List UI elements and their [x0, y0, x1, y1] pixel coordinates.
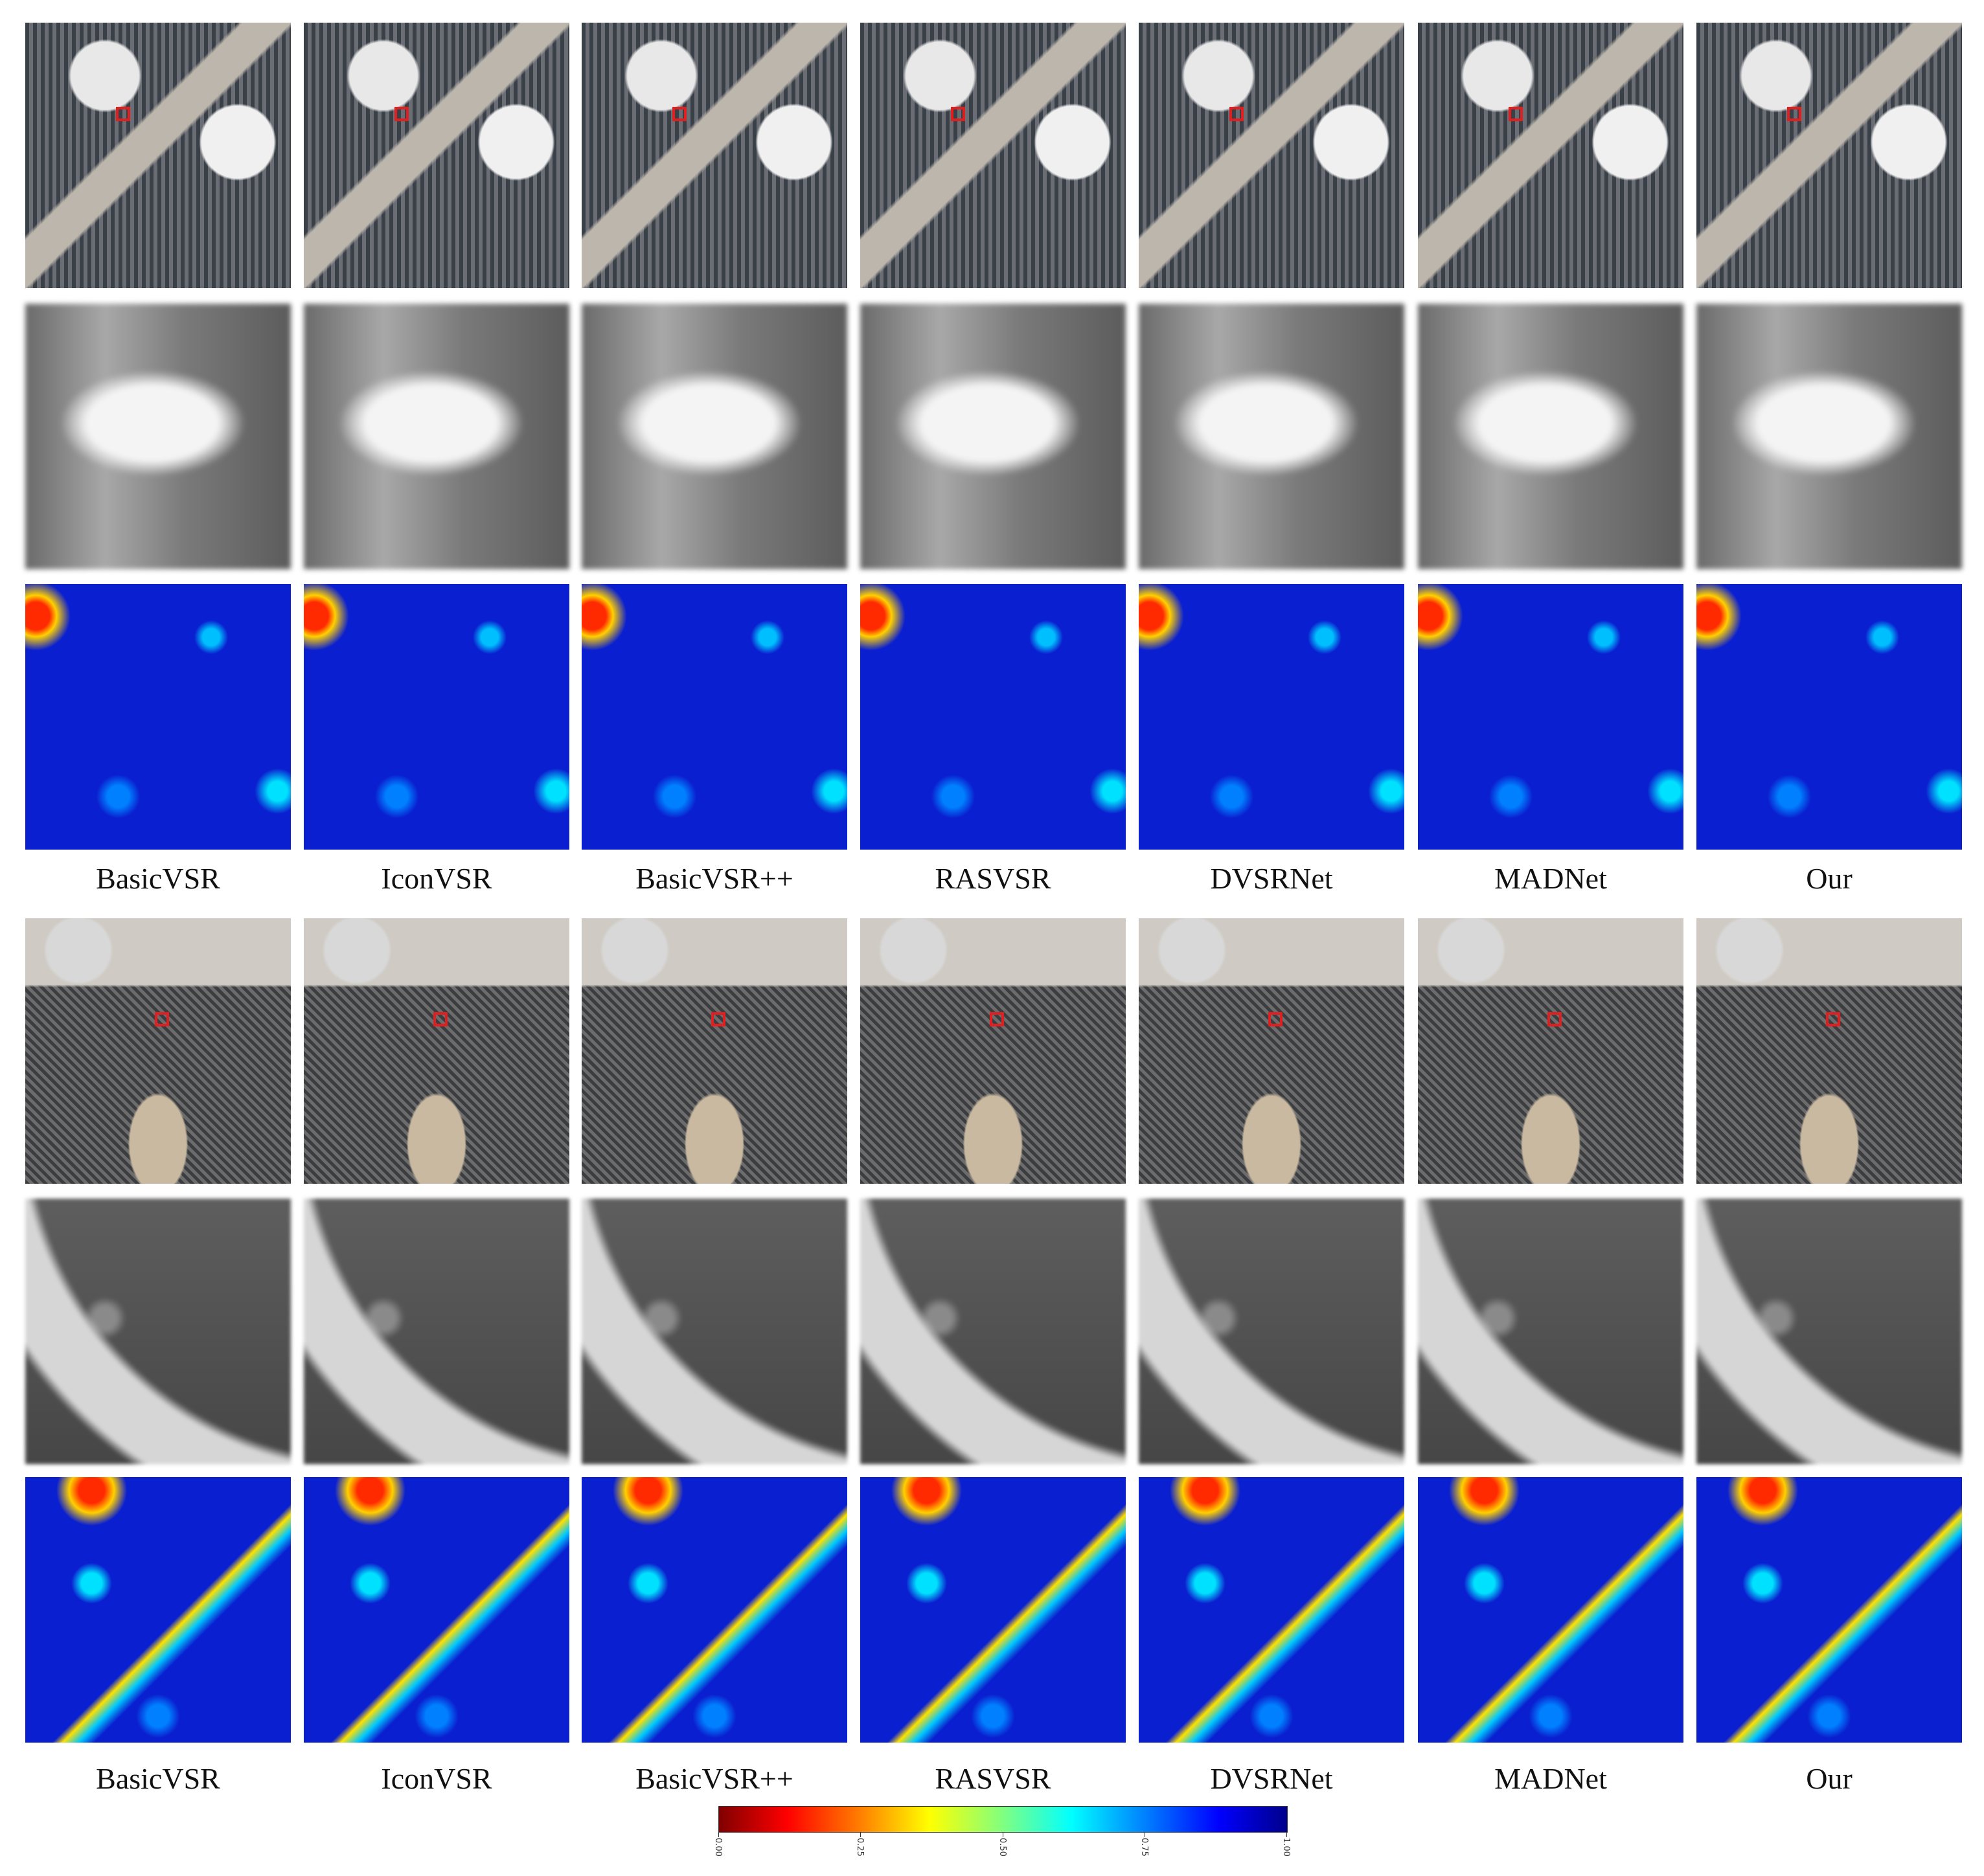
colorbar-tick-label: 0.50 [997, 1838, 1007, 1857]
aerial-image [25, 918, 291, 1184]
error-heatmap [1418, 1477, 1683, 1743]
error-heatmap [860, 1477, 1126, 1743]
zoomed-crop [860, 1199, 1126, 1464]
error-heatmap [25, 1477, 291, 1743]
zoomed-crop [582, 304, 847, 569]
zoomed-crop [860, 304, 1126, 569]
colorbar [718, 1806, 1288, 1833]
aerial-image [304, 23, 569, 288]
zoom-region-box [1787, 107, 1801, 121]
zoomed-crop [1696, 304, 1962, 569]
zoom-region-box [155, 1012, 169, 1026]
method-label: BasicVSR++ [635, 1762, 793, 1795]
method-label: DVSRNet [1210, 1762, 1333, 1795]
zoomed-crop [304, 1199, 569, 1464]
method-label: RASVSR [935, 1762, 1051, 1795]
zoom-region-box [1229, 107, 1244, 121]
aerial-image [25, 23, 291, 288]
method-label: Our [1806, 862, 1853, 895]
zoom-region-box [951, 107, 965, 121]
method-label: IconVSR [381, 1762, 492, 1795]
zoomed-crop [582, 1199, 847, 1464]
zoomed-crop [1418, 1199, 1683, 1464]
colorbar-tick-label: 0.00 [713, 1838, 723, 1857]
colorbar-tick [718, 1832, 719, 1837]
colorbar-tick-label: 0.75 [1139, 1838, 1149, 1857]
colorbar-tick-label: 1.00 [1281, 1838, 1291, 1857]
error-heatmap [582, 1477, 847, 1743]
zoom-region-box [1826, 1012, 1840, 1026]
colorbar-tick [860, 1832, 861, 1837]
method-label: DVSRNet [1210, 862, 1333, 895]
aerial-image [582, 918, 847, 1184]
zoom-region-box [1547, 1012, 1562, 1026]
zoomed-crop [1139, 304, 1404, 569]
zoomed-crop [25, 304, 291, 569]
aerial-image [1418, 23, 1683, 288]
zoom-region-box [1509, 107, 1523, 121]
zoomed-crop [25, 1199, 291, 1464]
aerial-image [304, 918, 569, 1184]
error-heatmap [582, 584, 847, 850]
aerial-image [1139, 918, 1404, 1184]
method-label: BasicVSR [96, 1762, 220, 1795]
method-label: BasicVSR [96, 862, 220, 895]
error-heatmap [1696, 1477, 1962, 1743]
zoomed-crop [1696, 1199, 1962, 1464]
aerial-image [860, 918, 1126, 1184]
error-heatmap [1696, 584, 1962, 850]
zoom-region-box [394, 107, 409, 121]
aerial-image [1418, 918, 1683, 1184]
aerial-image [582, 23, 847, 288]
method-label: BasicVSR++ [635, 862, 793, 895]
colorbar-tick-label: 0.25 [855, 1838, 865, 1857]
method-label: MADNet [1494, 862, 1607, 895]
error-heatmap [1418, 584, 1683, 850]
method-label: Our [1806, 1762, 1853, 1795]
method-label: IconVSR [381, 862, 492, 895]
error-heatmap [1139, 584, 1404, 850]
zoom-region-box [433, 1012, 448, 1026]
zoom-region-box [711, 1012, 725, 1026]
aerial-image [1696, 23, 1962, 288]
method-label: RASVSR [935, 862, 1051, 895]
aerial-image [1696, 918, 1962, 1184]
zoom-region-box [672, 107, 687, 121]
zoom-region-box [1268, 1012, 1283, 1026]
error-heatmap [304, 584, 569, 850]
error-heatmap [304, 1477, 569, 1743]
zoom-region-box [990, 1012, 1004, 1026]
colorbar-tick [1286, 1832, 1287, 1837]
zoomed-crop [1139, 1199, 1404, 1464]
zoom-region-box [116, 107, 130, 121]
zoomed-crop [1418, 304, 1683, 569]
aerial-image [860, 23, 1126, 288]
aerial-image [1139, 23, 1404, 288]
zoomed-crop [304, 304, 569, 569]
error-heatmap [860, 584, 1126, 850]
error-heatmap [1139, 1477, 1404, 1743]
error-heatmap [25, 584, 291, 850]
method-label: MADNet [1494, 1762, 1607, 1795]
